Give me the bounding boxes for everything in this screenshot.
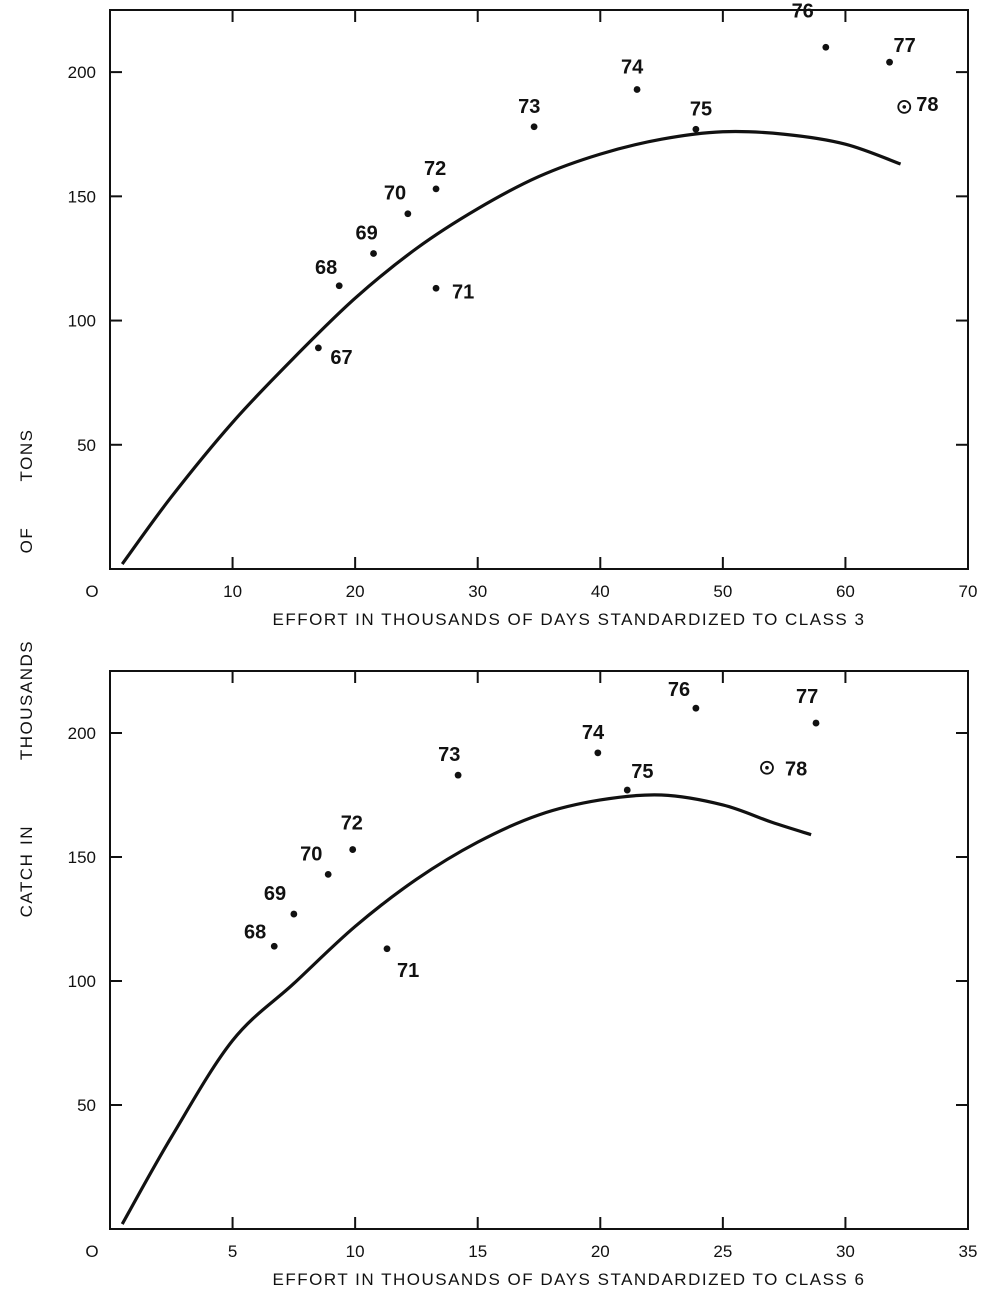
data-point-75 bbox=[623, 786, 631, 794]
data-point-72 bbox=[432, 185, 440, 193]
y-tick-label: 200 bbox=[68, 63, 96, 82]
point-label: 74 bbox=[582, 722, 605, 744]
x-tick-label: 70 bbox=[959, 582, 978, 601]
point-label: 77 bbox=[894, 35, 916, 57]
bottom-panel: O 5 10 15 20 25 30 35 50 100 150 200 EFFORT IN THOUS… bbox=[68, 670, 978, 1289]
y-tick-label: 50 bbox=[77, 436, 96, 455]
plot-frame bbox=[109, 670, 969, 1230]
data-point-76 bbox=[822, 43, 830, 51]
point-label: 69 bbox=[264, 883, 286, 905]
data-point-76 bbox=[692, 704, 700, 712]
point-label: 67 bbox=[330, 347, 352, 369]
x-tick-label: 15 bbox=[468, 1242, 487, 1261]
point-label: 68 bbox=[315, 257, 337, 279]
fitted-curve bbox=[120, 129, 902, 565]
point-label: 73 bbox=[518, 96, 540, 118]
point-label: 72 bbox=[424, 158, 446, 180]
x-tick-label: O bbox=[85, 582, 98, 601]
data-point-69 bbox=[370, 250, 377, 257]
x-axis-label: EFFORT IN THOUSANDS OF DAYS STANDARDIZED… bbox=[273, 610, 866, 629]
data-point-67 bbox=[314, 344, 322, 352]
data-point-74 bbox=[594, 749, 602, 757]
x-tick-label: 35 bbox=[959, 1242, 978, 1261]
x-tick-label: 10 bbox=[223, 582, 242, 601]
fitted-curve bbox=[120, 793, 812, 1225]
point-label: 70 bbox=[384, 183, 406, 205]
plot-frame bbox=[109, 9, 969, 570]
point-label: 71 bbox=[397, 960, 419, 982]
x-tick-label: 30 bbox=[468, 582, 487, 601]
x-tick-label: 50 bbox=[713, 582, 732, 601]
point-label: 71 bbox=[452, 281, 474, 303]
top-panel: O 10 20 30 40 50 60 70 50 100 150 200 EFFORT IN THOU… bbox=[68, 0, 978, 629]
data-point-73 bbox=[454, 771, 462, 779]
point-label: 76 bbox=[792, 0, 814, 22]
x-tick-label: O bbox=[85, 1242, 98, 1261]
y-tick-label: 150 bbox=[68, 848, 96, 867]
point-label: 68 bbox=[244, 921, 266, 943]
y-axis-label-word: OF bbox=[17, 527, 36, 554]
point-label: 73 bbox=[438, 744, 460, 766]
point-label: 77 bbox=[796, 686, 818, 708]
x-tick-label: 5 bbox=[228, 1242, 237, 1261]
point-label: 78 bbox=[916, 94, 938, 116]
y-axis-label: CATCH IN THOUSANDS OF TONS bbox=[17, 429, 36, 918]
point-label: 74 bbox=[621, 57, 644, 79]
data-point-open-78 bbox=[760, 760, 774, 775]
data-point-69 bbox=[290, 910, 298, 918]
point-label: 75 bbox=[690, 98, 712, 120]
y-axis-label-word: THOUSANDS bbox=[17, 640, 36, 760]
data-point-71 bbox=[383, 945, 391, 953]
x-tick-label: 20 bbox=[591, 1242, 610, 1261]
point-label: 78 bbox=[785, 759, 807, 781]
data-point-68 bbox=[335, 282, 343, 290]
data-point-75 bbox=[692, 125, 700, 133]
data-point-74 bbox=[633, 86, 641, 93]
y-tick-label: 50 bbox=[77, 1096, 96, 1115]
data-point-73 bbox=[530, 123, 538, 131]
data-point-center-78 bbox=[765, 765, 769, 770]
x-tick-label: 20 bbox=[346, 582, 365, 601]
x-tick-label: 30 bbox=[836, 1242, 855, 1261]
data-point-center-78 bbox=[902, 105, 907, 109]
y-tick-label: 100 bbox=[68, 312, 96, 331]
y-axis-label-word: CATCH bbox=[17, 853, 36, 918]
x-axis-label: EFFORT IN THOUSANDS OF DAYS STANDARDIZED… bbox=[273, 1270, 866, 1289]
data-point-77 bbox=[812, 719, 820, 727]
point-label: 76 bbox=[668, 679, 690, 701]
y-tick-label: 200 bbox=[68, 724, 96, 743]
data-point-72 bbox=[349, 846, 357, 853]
data-point-open-78 bbox=[897, 99, 912, 114]
x-tick-label: 25 bbox=[713, 1242, 732, 1261]
x-tick-label: 60 bbox=[836, 582, 855, 601]
point-label: 75 bbox=[631, 761, 653, 783]
y-axis-label-word: IN bbox=[17, 825, 36, 845]
data-point-68 bbox=[270, 942, 278, 950]
y-axis-label-word: TONS bbox=[17, 429, 36, 482]
point-label: 69 bbox=[356, 222, 378, 244]
point-label: 72 bbox=[341, 813, 363, 835]
y-tick-label: 100 bbox=[68, 972, 96, 991]
data-point-70 bbox=[324, 870, 332, 878]
x-tick-label: 40 bbox=[591, 582, 610, 601]
point-label: 70 bbox=[300, 843, 322, 865]
data-point-71 bbox=[432, 284, 440, 292]
x-tick-label: 10 bbox=[346, 1242, 365, 1261]
y-tick-label: 150 bbox=[68, 187, 96, 206]
data-point-77 bbox=[886, 58, 893, 66]
data-point-70 bbox=[404, 210, 412, 218]
